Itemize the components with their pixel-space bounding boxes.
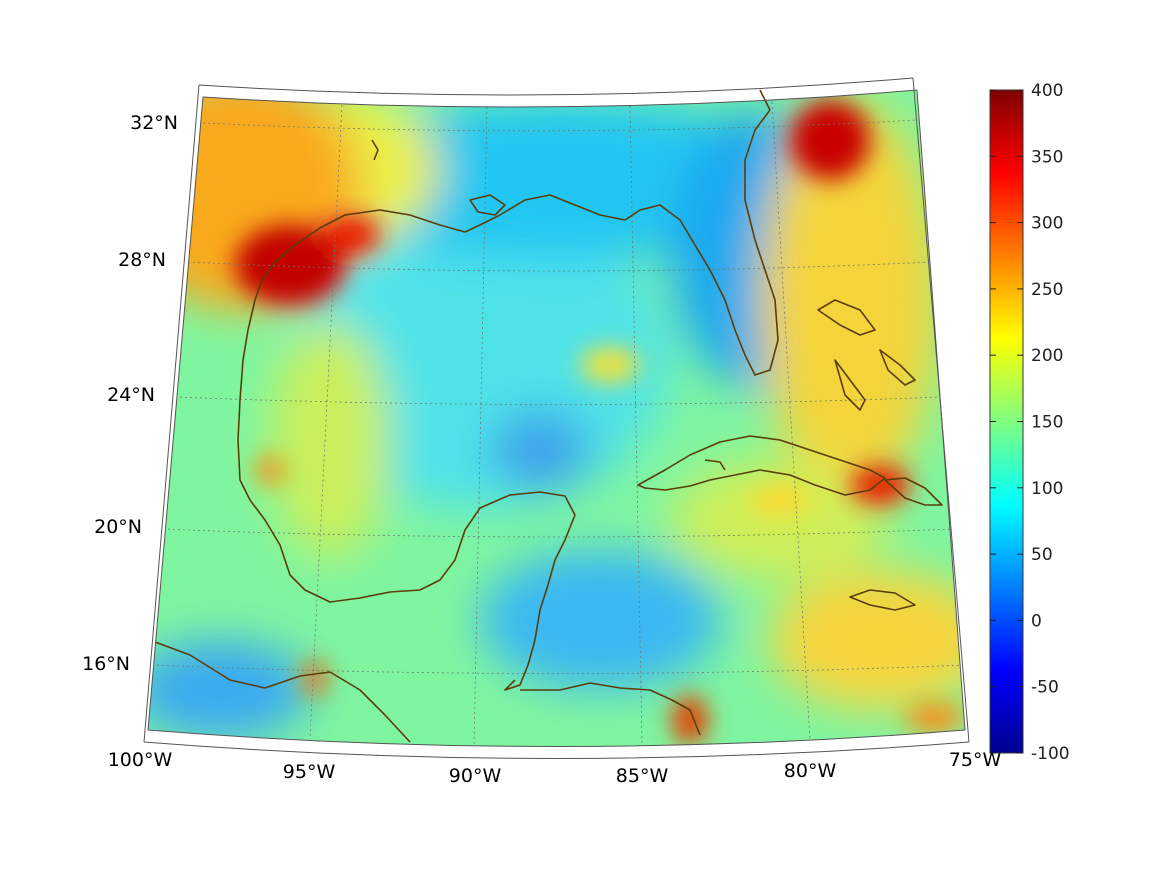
colorbar-label: 100 bbox=[1031, 479, 1063, 499]
colorbar-ticks: 400 350 300 250 200 150 100 50 0 -50 -100 bbox=[990, 81, 1070, 764]
lon-label-95w: 95°W bbox=[283, 761, 336, 783]
colorbar-label: 350 bbox=[1031, 147, 1063, 167]
colorbar-label: 300 bbox=[1031, 214, 1063, 234]
latitude-labels: 16°N 20°N 24°N 28°N 32°N bbox=[82, 112, 178, 675]
colorbar-label: -50 bbox=[1031, 678, 1059, 698]
longitude-labels: 100°W 95°W 90°W 85°W 80°W 75°W bbox=[108, 749, 1002, 787]
colorbar-label: 150 bbox=[1031, 413, 1063, 433]
lon-label-75w: 75°W bbox=[949, 749, 1002, 771]
colorbar: 400 350 300 250 200 150 100 50 0 -50 -100 bbox=[989, 81, 1070, 764]
lon-label-100w: 100°W bbox=[108, 749, 173, 771]
colorbar-label: -100 bbox=[1031, 744, 1070, 764]
lat-label-16n: 16°N bbox=[82, 653, 130, 675]
map-frame bbox=[143, 77, 970, 759]
lat-label-32n: 32°N bbox=[130, 112, 178, 134]
data-field bbox=[148, 90, 965, 747]
colorbar-label: 400 bbox=[1031, 81, 1063, 101]
lat-label-20n: 20°N bbox=[94, 516, 142, 538]
lat-label-28n: 28°N bbox=[118, 249, 166, 271]
lon-label-85w: 85°W bbox=[616, 765, 669, 787]
colorbar-label: 0 bbox=[1031, 611, 1042, 631]
lat-label-24n: 24°N bbox=[107, 384, 155, 406]
colorbar-label: 200 bbox=[1031, 346, 1063, 366]
lon-label-90w: 90°W bbox=[449, 765, 502, 787]
graticule bbox=[151, 101, 965, 746]
coastlines bbox=[154, 89, 943, 743]
colorbar-label: 50 bbox=[1031, 545, 1053, 565]
lon-label-80w: 80°W bbox=[784, 760, 837, 782]
colorbar-label: 250 bbox=[1031, 280, 1063, 300]
